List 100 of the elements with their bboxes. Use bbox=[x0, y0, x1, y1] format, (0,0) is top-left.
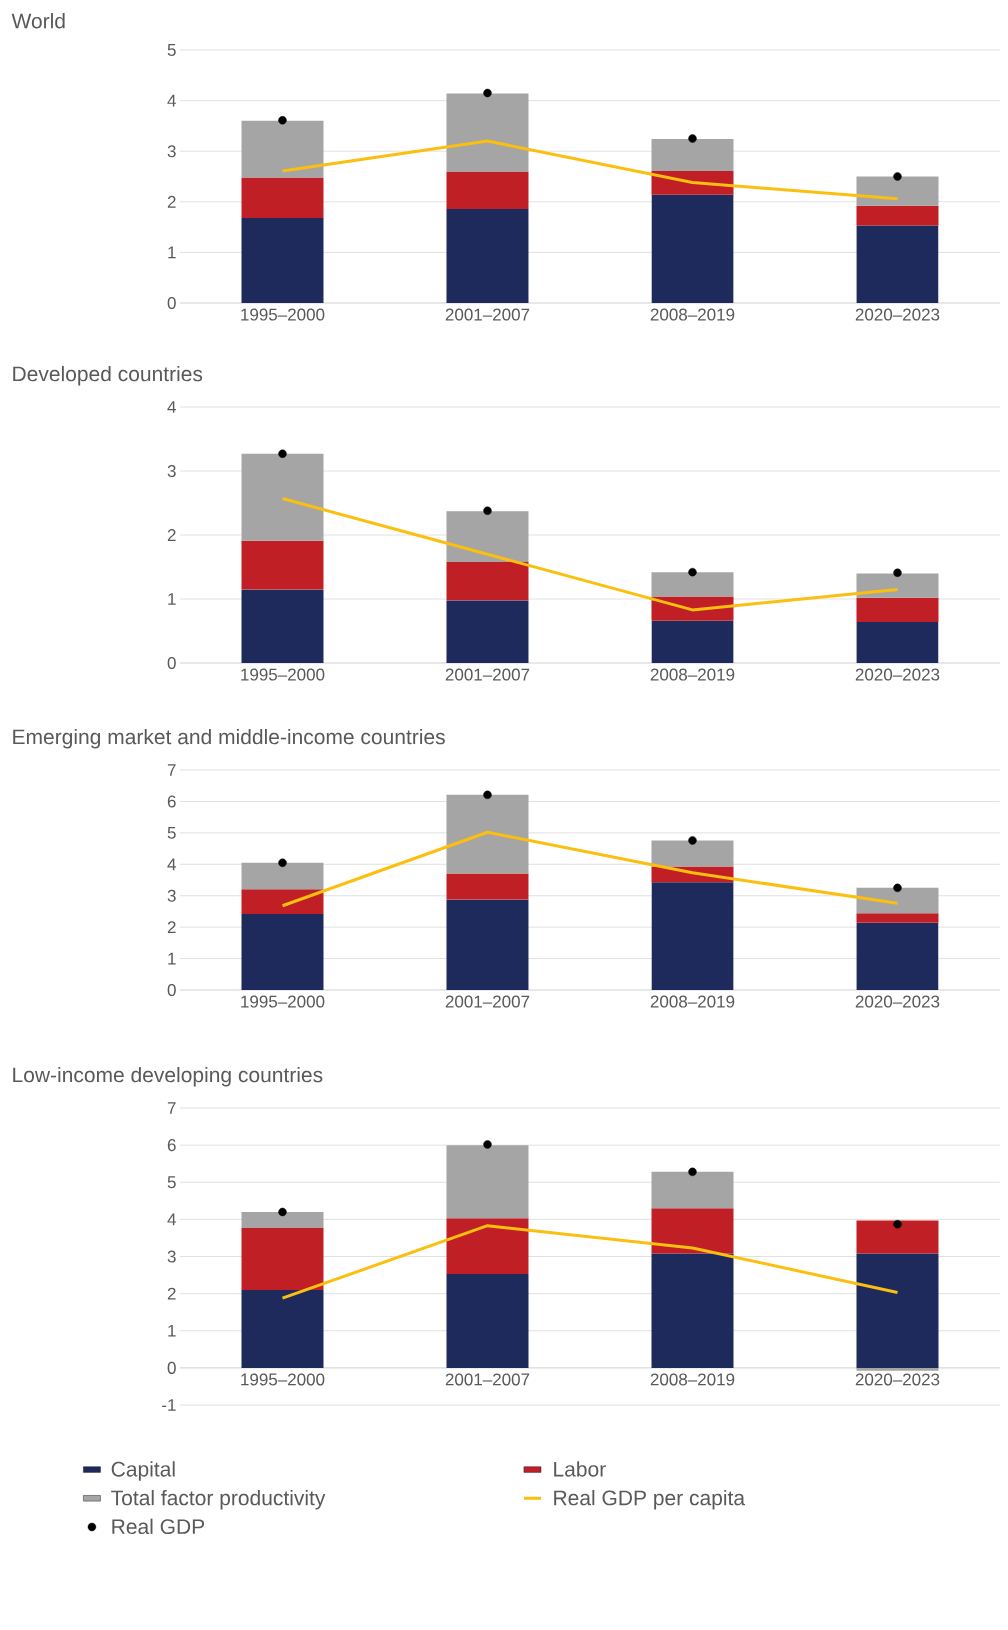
bar bbox=[446, 1145, 529, 1219]
y-tick-label: 3 bbox=[167, 889, 176, 902]
y-tick-label: 0 bbox=[167, 296, 176, 310]
x-tick-label: 2020–2023 bbox=[855, 308, 940, 321]
point bbox=[483, 1140, 492, 1149]
y-tick-label: 4 bbox=[167, 401, 176, 413]
bar bbox=[241, 120, 324, 178]
y-tick-label: 5 bbox=[167, 826, 176, 839]
y-tick-label: 4 bbox=[167, 1213, 176, 1226]
point bbox=[688, 1167, 697, 1177]
bar bbox=[241, 218, 324, 304]
x-tick-label: 1995–2000 bbox=[241, 1373, 325, 1386]
bar bbox=[241, 453, 324, 541]
bar bbox=[856, 225, 939, 304]
point bbox=[278, 858, 287, 867]
bar bbox=[241, 913, 324, 991]
x-tick-label: 2020–2023 bbox=[855, 995, 940, 1008]
chart-title: Emerging market and middle-income countries bbox=[13, 728, 445, 749]
bar bbox=[446, 1218, 529, 1274]
y-tick-label: -1 bbox=[162, 1399, 176, 1411]
bar bbox=[446, 899, 529, 991]
y-tick-label: 0 bbox=[167, 656, 176, 670]
bar bbox=[856, 176, 939, 206]
x-tick-label: 2008–2019 bbox=[650, 668, 735, 681]
line-series bbox=[281, 1224, 899, 1300]
x-tick-label: 2020–2023 bbox=[855, 668, 940, 681]
point bbox=[483, 506, 492, 515]
chart-title: Low-income developing countries bbox=[13, 1066, 323, 1087]
bar bbox=[446, 208, 529, 304]
point bbox=[893, 568, 902, 577]
bar bbox=[446, 1273, 529, 1368]
point bbox=[893, 1220, 902, 1229]
bar bbox=[241, 589, 324, 664]
x-tick-label: 1995–2000 bbox=[241, 668, 325, 681]
bar bbox=[651, 1171, 734, 1209]
bar bbox=[651, 840, 734, 867]
point bbox=[483, 790, 492, 800]
point bbox=[688, 567, 697, 577]
bar bbox=[241, 1211, 324, 1228]
bar bbox=[856, 622, 939, 664]
bar bbox=[446, 794, 529, 874]
legend-label: Total factor productivity bbox=[111, 1489, 326, 1510]
x-tick-label: 2001–2007 bbox=[445, 308, 530, 321]
x-tick-label: 1995–2000 bbox=[241, 995, 325, 1008]
bar bbox=[241, 177, 324, 218]
y-tick-label: 0 bbox=[167, 983, 176, 997]
point bbox=[483, 88, 492, 98]
bar bbox=[446, 171, 529, 209]
legend-label: Real GDP per capita bbox=[554, 1489, 746, 1510]
bar bbox=[856, 597, 939, 623]
x-tick-label: 2001–2007 bbox=[445, 1373, 530, 1386]
bar bbox=[446, 873, 529, 900]
line-series bbox=[281, 139, 899, 201]
y-tick-label: 4 bbox=[167, 858, 176, 871]
y-tick-label: 6 bbox=[167, 795, 176, 808]
y-tick-label: 0 bbox=[167, 1361, 176, 1374]
bar bbox=[651, 572, 734, 597]
point bbox=[893, 883, 902, 893]
line-series bbox=[281, 830, 899, 908]
point bbox=[893, 172, 902, 181]
x-tick-label: 2001–2007 bbox=[445, 995, 530, 1008]
y-tick-label: 1 bbox=[168, 952, 176, 965]
bar bbox=[446, 600, 529, 664]
bar bbox=[651, 1253, 734, 1368]
y-tick-label: 1 bbox=[168, 246, 176, 259]
y-tick-label: 3 bbox=[167, 145, 176, 158]
bar bbox=[856, 887, 939, 914]
y-tick-label: 1 bbox=[168, 1324, 176, 1337]
legend-label: Capital bbox=[111, 1461, 175, 1481]
x-tick-label: 2020–2023 bbox=[855, 1373, 940, 1386]
chart-title: Developed countries bbox=[13, 365, 203, 386]
legend-label: Real GDP bbox=[112, 1518, 205, 1535]
point bbox=[278, 1207, 287, 1217]
y-tick-label: 3 bbox=[167, 1250, 176, 1263]
chart-title: World bbox=[11, 13, 65, 29]
bar bbox=[651, 620, 734, 664]
bar bbox=[856, 913, 939, 923]
bar bbox=[241, 1289, 324, 1368]
y-tick-label: 7 bbox=[167, 1102, 176, 1114]
x-tick-label: 2008–2019 bbox=[650, 308, 735, 321]
legend-label: Labor bbox=[554, 1461, 606, 1477]
bar bbox=[856, 1220, 939, 1254]
y-tick-label: 1 bbox=[168, 593, 176, 605]
y-tick-label: 3 bbox=[167, 464, 176, 478]
x-tick-label: 2008–2019 bbox=[650, 995, 735, 1008]
bar bbox=[856, 922, 939, 991]
bar bbox=[241, 1227, 324, 1290]
y-tick-label: 5 bbox=[167, 44, 176, 56]
y-tick-label: 2 bbox=[167, 195, 176, 208]
bar bbox=[856, 1253, 939, 1368]
y-tick-label: 2 bbox=[167, 1287, 176, 1300]
bar bbox=[241, 540, 324, 590]
y-tick-label: 5 bbox=[167, 1176, 176, 1189]
bar bbox=[241, 862, 324, 890]
bar bbox=[651, 1208, 734, 1254]
bar bbox=[651, 194, 734, 304]
x-tick-label: 1995–2000 bbox=[241, 308, 325, 321]
point bbox=[278, 116, 287, 125]
bar bbox=[651, 139, 734, 171]
bar bbox=[856, 205, 939, 226]
